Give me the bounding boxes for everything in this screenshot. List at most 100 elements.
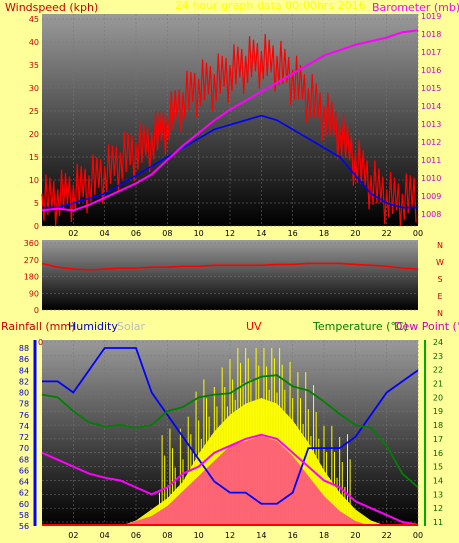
temperature-tick-label: 17 [433,435,443,444]
x-tick-label: 22 [382,229,392,238]
x-tick-label: 08 [162,229,172,238]
humidity-tick-label: 88 [19,344,29,353]
compass-label: E [437,292,442,301]
temperature-tick-label: 22 [433,366,443,375]
x-tick-label: 00 [413,531,423,540]
windspeed-tick-label: 25 [29,107,39,116]
temperature-axis-ticks: 11 12 13 14 15 16 17 18 19 20 21 22 23 24 [433,338,443,527]
temperature-tick-label: 18 [433,421,443,430]
temperature-axis-title: Temperature (°C) [312,320,408,333]
windspeed-tick-label: 40 [29,38,39,47]
temperature-tick-label: 13 [433,490,443,499]
windspeed-line [41,33,417,227]
temperature-line [41,374,419,489]
x-tick-label: 22 [382,531,392,540]
barometer-tick-label: 1008 [421,210,441,219]
compass-label: N [437,309,443,318]
compass-label: S [437,275,442,284]
humidity-tick-label: 78 [19,400,29,409]
humidity-tick-label: 60 [19,500,29,509]
rainfall-axis-title: Rainfall (mm) [1,320,75,333]
temperature-tick-label: 19 [433,407,443,416]
compass-label: N [437,241,443,250]
direction-tick-label: 90 [29,289,39,298]
direction-tick-label: 270 [24,256,39,265]
humidity-axis-ticks: 56 58 60 62 64 66 68 70 72 74 76 78 80 82 84 86 88 [19,344,29,531]
humidity-tick-label: 58 [19,511,29,520]
temperature-tick-label: 21 [433,380,443,389]
temperature-tick-label: 15 [433,463,443,472]
direction-tick-label: 180 [24,273,39,282]
direction-tick-label: 360 [24,239,39,248]
barometer-tick-label: 1019 [421,12,441,21]
x-tick-label: 04 [100,531,110,540]
barometer-tick-label: 1013 [421,120,441,129]
temperature-tick-label: 24 [433,338,443,347]
barometer-tick-label: 1009 [421,192,441,201]
barometer-tick-label: 1016 [421,66,441,75]
temperature-tick-label: 20 [433,393,443,402]
barometer-tick-label: 1011 [421,156,441,165]
x-tick-label: 18 [319,531,329,540]
x-tick-label: 02 [68,229,78,238]
windspeed-tick-label: 35 [29,61,39,70]
rain-zero-tick: 0 [38,338,43,347]
x-tick-label: 20 [350,531,360,540]
temperature-tick-label: 14 [433,476,443,485]
barometer-tick-label: 1010 [421,174,441,183]
x-tick-label: 14 [256,531,266,540]
humidity-tick-label: 72 [19,433,29,442]
barometer-tick-label: 1014 [421,102,441,111]
humidity-tick-label: 56 [19,522,29,531]
direction-grid [42,242,418,311]
windspeed-tick-label: 45 [29,15,39,24]
humidity-tick-label: 64 [19,478,29,487]
top-x-axis-ticks: 02 04 06 08 10 12 14 16 18 20 22 00 [68,229,423,238]
average-wind-line [42,114,418,209]
barometer-tick-label: 1018 [421,30,441,39]
humidity-tick-label: 70 [19,444,29,453]
bottom-series [41,347,419,526]
bottom-x-axis-ticks: 02 04 06 08 10 12 14 16 18 20 22 00 [68,531,423,540]
windspeed-tick-label: 15 [29,153,39,162]
uv-axis-title: UV [246,320,262,333]
top-chart-title: 24 hour graph data 00:00hrs 2016 [175,0,366,12]
x-tick-label: 10 [194,531,204,540]
humidity-tick-label: 84 [19,366,29,375]
solar-axis-title: Solar [117,320,146,333]
x-tick-label: 06 [131,229,141,238]
wind-direction-line [41,262,419,271]
compass-label: W [436,258,444,267]
windspeed-tick-label: 20 [29,130,39,139]
temperature-tick-label: 12 [433,504,443,513]
temperature-tick-label: 11 [433,518,443,527]
uv-area [42,435,418,526]
x-tick-label: 12 [225,531,235,540]
top-series [41,29,419,227]
direction-plot-area [42,240,418,310]
humidity-tick-label: 76 [19,411,29,420]
x-tick-label: 06 [131,531,141,540]
windspeed-tick-label: 0 [34,222,39,231]
humidity-tick-label: 68 [19,455,29,464]
humidity-tick-label: 62 [19,489,29,498]
humidity-tick-label: 66 [19,466,29,475]
x-tick-label: 20 [350,229,360,238]
dew-point-line [41,433,419,526]
humidity-line [42,347,419,505]
humidity-axis-title: Humidity [68,320,118,333]
humidity-tick-label: 74 [19,422,29,431]
windspeed-tick-label: 30 [29,84,39,93]
dew-point-axis-title: Dew Point (°C [394,320,459,333]
direction-axis-ticks: 0 90 180 270 360 [24,239,39,315]
barometer-tick-label: 1015 [421,84,441,93]
x-tick-label: 04 [100,229,110,238]
x-tick-label: 02 [68,531,78,540]
direction-tick-label: 0 [34,306,39,315]
humidity-tick-label: 82 [19,377,29,386]
direction-series [41,262,419,271]
humidity-tick-label: 86 [19,355,29,364]
x-tick-label: 16 [288,531,298,540]
